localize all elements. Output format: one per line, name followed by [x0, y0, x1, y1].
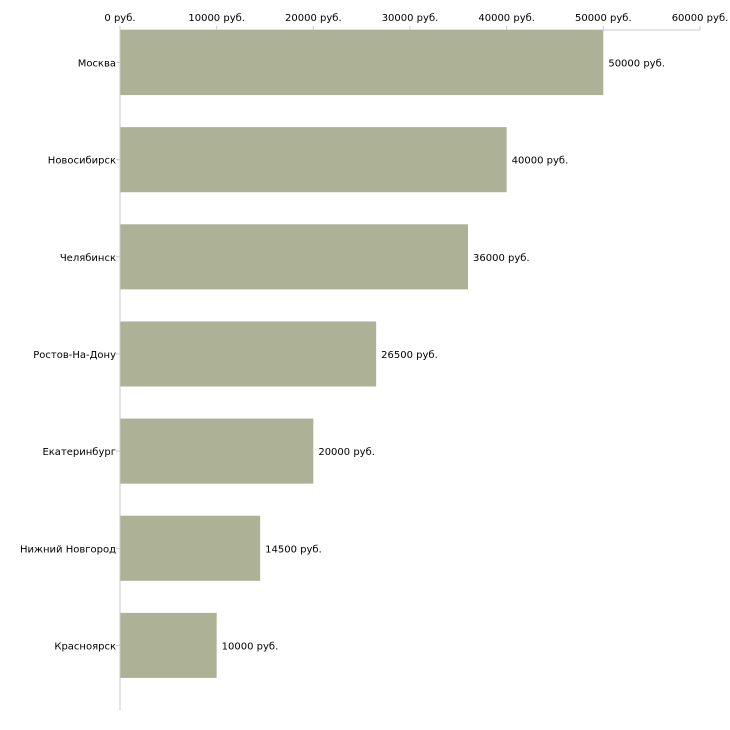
x-tick-label: 20000 руб. [285, 13, 342, 24]
data-label: 14500 руб. [265, 544, 322, 555]
category-label: Красноярск [54, 641, 116, 652]
category-label: Челябинск [60, 253, 116, 264]
category-label: Екатеринбург [42, 447, 116, 458]
x-tick-label: 0 руб. [104, 13, 135, 24]
bar [120, 224, 468, 290]
x-tick-label: 60000 руб. [672, 13, 729, 24]
category-label: Москва [78, 59, 116, 70]
bars-group: 50000 руб. 40000 руб. 36000 руб. 26500 руб.… [120, 30, 665, 678]
category-label: Нижний Новгород [20, 544, 116, 555]
x-tick-label: 50000 руб. [575, 13, 632, 24]
bar [120, 127, 507, 193]
x-axis: 0 руб. 10000 руб. 20000 руб. 30000 руб. 4000… [104, 13, 729, 31]
bar [120, 30, 604, 96]
data-label: 40000 руб. [512, 156, 569, 167]
x-tick-label: 10000 руб. [188, 13, 245, 24]
data-label: 26500 руб. [381, 350, 438, 361]
x-tick-label: 40000 руб. [478, 13, 535, 24]
category-label: Новосибирск [48, 156, 116, 167]
bar [120, 612, 217, 678]
data-label: 36000 руб. [473, 253, 530, 264]
y-axis: Москва Новосибирск Челябинск Ростов-На-Дону… [20, 30, 121, 710]
x-tick-label: 30000 руб. [382, 13, 439, 24]
category-label: Ростов-На-Дону [33, 350, 116, 361]
data-label: 10000 руб. [222, 641, 279, 652]
bar [120, 321, 377, 387]
bar [120, 418, 314, 484]
data-label: 20000 руб. [318, 447, 375, 458]
data-label: 50000 руб. [608, 59, 665, 70]
bar [120, 515, 261, 581]
